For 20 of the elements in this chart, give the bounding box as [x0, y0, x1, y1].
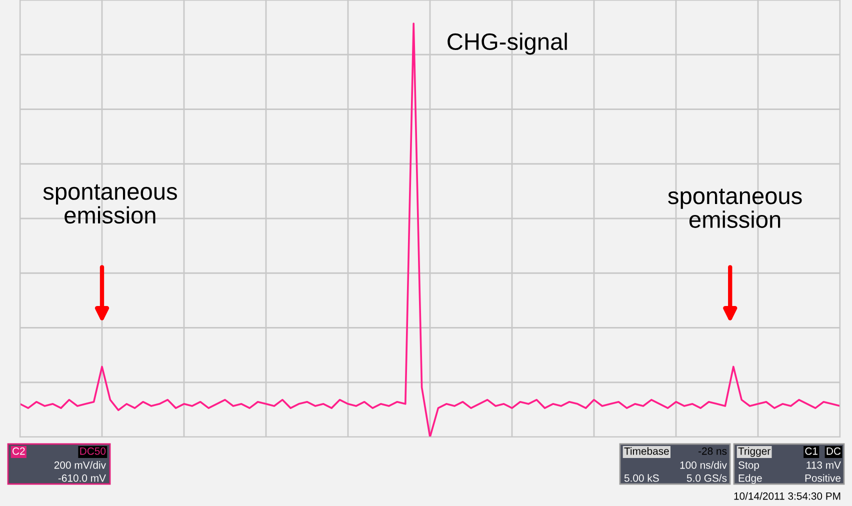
annotation: CHG-signal: [448, 32, 567, 55]
text: DC: [826, 447, 841, 455]
text: Edge: [738, 474, 762, 484]
text: -28 ns: [698, 447, 727, 455]
text: Timebase: [624, 447, 669, 455]
text: 5.00 kS: [624, 474, 659, 482]
text: DC50: [80, 447, 106, 455]
text: 10/14/2011 3:54:30 PM: [734, 492, 840, 500]
text: C1: [805, 447, 818, 455]
text: Positive: [805, 474, 841, 482]
annotation: spontaneous emission: [43, 184, 177, 224]
text: 200 mV/div: [54, 461, 106, 469]
text: 113 mV: [806, 461, 841, 469]
text: C2: [12, 447, 25, 455]
annotation: spontaneous emission: [668, 188, 802, 228]
text: 100 ns/div: [680, 461, 727, 469]
text: 5.0 GS/s: [686, 474, 727, 482]
text: Stop: [738, 461, 759, 471]
text: Trigger: [738, 447, 770, 457]
text: -610.0 mV: [58, 474, 106, 482]
